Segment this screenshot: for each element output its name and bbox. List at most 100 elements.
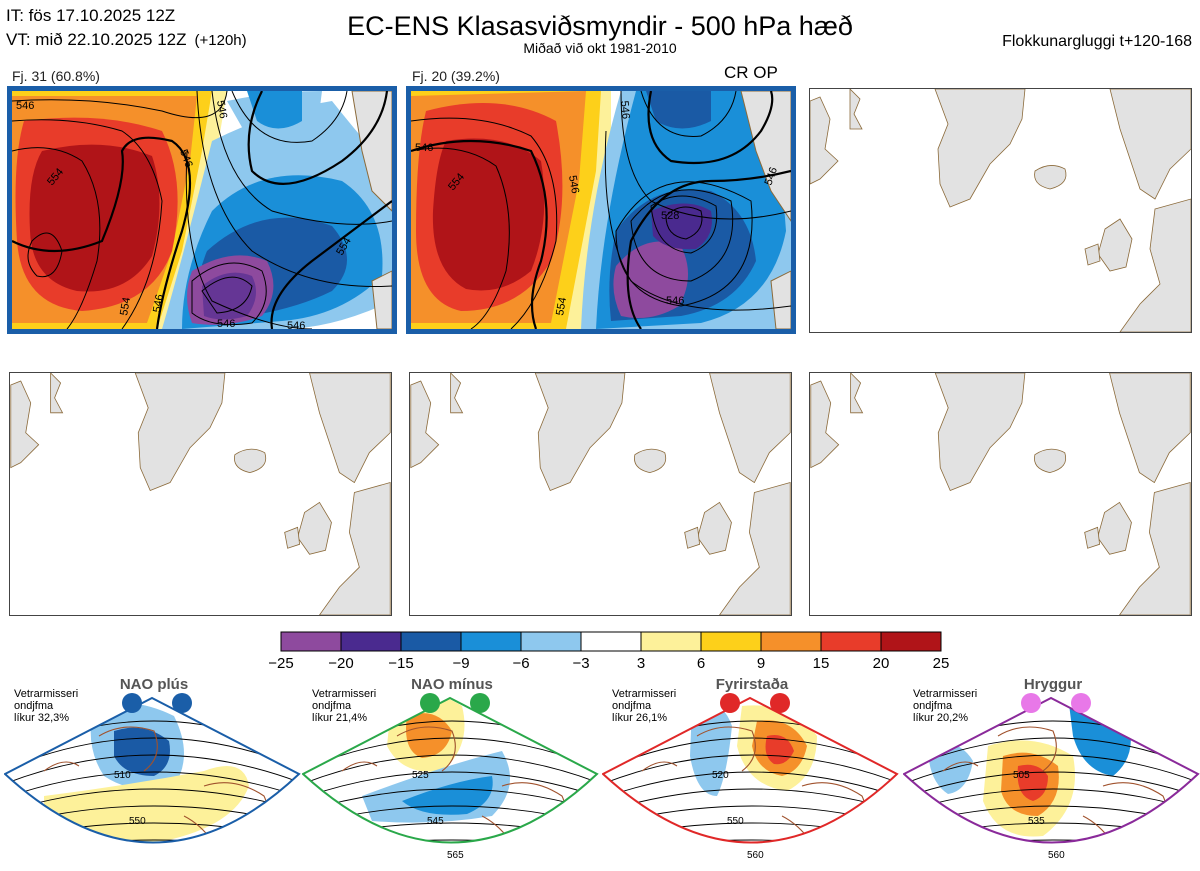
colorbar-swatch <box>640 631 702 652</box>
colorbar-tick-label: −9 <box>452 655 470 672</box>
regime-dot <box>122 693 142 713</box>
colorbar-tick-label: −15 <box>388 655 414 672</box>
cluster-panel-1: 546 554 546 546 554 546 554 546 546 <box>7 86 397 334</box>
colorbar-swatch <box>820 631 882 652</box>
regime-dot <box>1021 693 1041 713</box>
contour-label: 546 <box>217 318 235 329</box>
chart-title: EC-ENS Klasasviðsmyndir - 500 hPa hæð <box>347 11 853 41</box>
height-contour <box>5 771 299 799</box>
regime-info: ondjfma <box>612 700 652 712</box>
height-contour <box>4 857 304 868</box>
coastline <box>341 726 566 843</box>
cluster-1-label: Fj. 31 (60.8%) <box>12 68 100 84</box>
contour-label: 505 <box>1013 770 1030 781</box>
regime-dot <box>720 693 740 713</box>
empty-panel-6 <box>809 372 1192 616</box>
regime-border <box>903 696 1200 844</box>
empty-panel-3 <box>809 88 1192 333</box>
regime-info: Vetrarmisseri <box>312 688 377 700</box>
coastline <box>641 726 866 843</box>
regime-title: NAO mínus <box>411 676 493 693</box>
regime-dot <box>172 693 192 713</box>
colorbar-swatch <box>280 631 342 652</box>
contour-label: 546 <box>287 320 305 329</box>
cluster-panel-2: 546 554 546 546 528 546 554 546 <box>406 86 796 334</box>
coastline <box>43 726 268 843</box>
contour-label: 560 <box>747 850 764 861</box>
colorbar-tick-label: 15 <box>812 655 830 672</box>
panel-2-map: 546 554 546 546 528 546 554 546 <box>411 91 791 329</box>
colorbar-swatch <box>700 631 762 652</box>
chart-subtitle: Miðað við okt 1981-2010 <box>523 40 677 56</box>
height-contour <box>603 771 897 799</box>
regime-info: líkur 32,3% <box>14 712 70 724</box>
regime-info: ondjfma <box>312 700 352 712</box>
contour-label: 546 <box>415 142 433 154</box>
regime-panel: 525 545 565 NAO mínus Vetrarmisseri ondjfma lí… <box>302 676 602 871</box>
colorbar-tick-label: 6 <box>696 655 706 672</box>
colorbar-tick-label: −6 <box>512 655 530 672</box>
base-map <box>10 373 391 615</box>
anomaly-shade <box>114 727 170 776</box>
colorbar-swatch <box>400 631 462 652</box>
regime-map: 525 545 565 <box>302 693 599 861</box>
colorbar-tick-label: 3 <box>636 655 646 672</box>
contour-label: 554 <box>118 296 133 316</box>
regime-map: 505 535 560 <box>903 693 1200 861</box>
regime-info: Vetrarmisseri <box>913 688 978 700</box>
regime-info: ondjfma <box>913 700 953 712</box>
regime-border <box>4 696 301 844</box>
height-contour <box>303 839 597 843</box>
base-map <box>810 373 1191 615</box>
regime-title: Hryggur <box>1023 676 1083 693</box>
colorbar-swatch <box>580 631 642 652</box>
colorbar <box>280 631 942 652</box>
contour-label: 546 <box>151 293 166 313</box>
initial-time: IT: fös 17.10.2025 12Z <box>6 6 176 25</box>
colorbar-swatch <box>760 631 822 652</box>
colorbar-tick-label: −3 <box>572 655 590 672</box>
valid-time-line: VT: mið 22.10.2025 12Z (+120h) <box>6 30 247 51</box>
regime-panel: 510 550 NAO plús Vetrarmisseri ondjfma líkur … <box>4 676 304 871</box>
cluster-window: Flokkunargluggi t+120-168 <box>1002 33 1192 50</box>
height-contours <box>411 91 791 329</box>
height-contour <box>303 754 597 785</box>
lead-time: (+120h) <box>194 32 247 49</box>
regime-panel: 505 535 560 Hryggur Vetrarmisseri ondjfma líku… <box>903 676 1200 871</box>
panel-1-map: 546 554 546 546 554 546 554 546 546 <box>12 91 392 329</box>
height-contour <box>5 839 299 843</box>
anomaly-shade <box>1017 764 1048 801</box>
anomaly-shade <box>406 713 452 758</box>
height-contour <box>603 839 897 843</box>
contour-label: 565 <box>447 850 464 861</box>
cluster-2-label: Fj. 20 (39.2%) <box>412 68 500 84</box>
colorbar-tick-label: −25 <box>268 655 294 672</box>
height-contour <box>603 754 897 785</box>
height-contour <box>303 771 597 799</box>
contour-label: 550 <box>129 816 146 827</box>
regime-info: líkur 26,1% <box>612 712 668 724</box>
colorbar-swatch <box>340 631 402 652</box>
contour-label: 525 <box>412 770 429 781</box>
empty-panel-4 <box>9 372 392 616</box>
contour-label: 550 <box>727 816 744 827</box>
regime-map: 510 550 <box>4 693 304 868</box>
contour-label: 560 <box>1048 850 1065 861</box>
height-contour <box>904 754 1198 785</box>
cluster-2-tag: CR OP <box>724 63 778 82</box>
valid-time: VT: mið 22.10.2025 12Z <box>6 30 187 49</box>
contour-label: 546 <box>214 99 229 119</box>
regime-map: 520 550 560 <box>602 693 899 861</box>
regime-info: ondjfma <box>14 700 54 712</box>
colorbar-swatch <box>460 631 522 652</box>
contour-label: 546 <box>16 100 34 112</box>
coastline <box>942 726 1167 843</box>
colorbar-swatch <box>880 631 942 652</box>
colorbar-tick-label: 20 <box>872 655 890 672</box>
anomaly-shade <box>402 776 493 815</box>
colorbar-tick-label: 9 <box>756 655 766 672</box>
contour-label: 546 <box>177 148 195 169</box>
base-map <box>810 89 1191 332</box>
regime-info: Vetrarmisseri <box>612 688 677 700</box>
regime-border <box>302 696 599 844</box>
